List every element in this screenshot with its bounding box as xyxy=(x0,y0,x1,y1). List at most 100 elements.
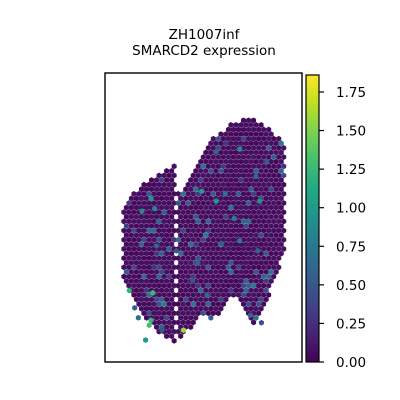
spot xyxy=(273,213,279,220)
spot xyxy=(208,287,214,294)
spot xyxy=(171,181,177,188)
spot xyxy=(258,269,264,275)
spot xyxy=(256,227,262,234)
spot xyxy=(235,154,241,161)
spot xyxy=(185,310,191,317)
spot xyxy=(276,163,282,170)
spot xyxy=(161,310,167,317)
spot xyxy=(195,163,201,170)
spot xyxy=(263,278,269,285)
spot xyxy=(159,177,165,183)
spot xyxy=(261,264,267,271)
spot xyxy=(123,269,129,275)
spot xyxy=(159,278,165,285)
spot-highlight xyxy=(257,198,263,205)
spot xyxy=(256,264,262,271)
spot xyxy=(178,223,184,229)
spot xyxy=(215,246,221,252)
spot xyxy=(200,200,206,206)
spot xyxy=(138,213,144,220)
spot xyxy=(241,163,247,170)
spot xyxy=(220,227,226,234)
spot xyxy=(266,209,272,216)
spot xyxy=(210,291,216,298)
spot xyxy=(215,154,221,161)
spot xyxy=(200,181,206,188)
spot xyxy=(218,158,224,165)
spot xyxy=(141,181,147,188)
spot xyxy=(141,218,147,225)
spot xyxy=(171,163,177,170)
spot-highlight xyxy=(152,205,158,212)
spot xyxy=(208,213,214,220)
spot xyxy=(200,273,206,280)
spot xyxy=(164,314,170,321)
spot xyxy=(258,213,264,220)
spot xyxy=(154,296,160,303)
spot xyxy=(243,195,249,202)
spot xyxy=(143,241,149,248)
spot xyxy=(258,296,264,303)
spot xyxy=(161,200,167,206)
spot xyxy=(164,287,170,294)
spot xyxy=(223,131,229,138)
spot xyxy=(166,181,172,188)
spot xyxy=(268,232,274,239)
spot xyxy=(230,190,236,197)
spot xyxy=(235,255,241,262)
spot xyxy=(171,264,177,271)
spot-highlight xyxy=(143,337,149,343)
spot xyxy=(131,218,137,225)
spot xyxy=(195,172,201,179)
spot xyxy=(256,291,262,298)
spot xyxy=(183,269,189,275)
spot xyxy=(138,241,144,248)
spot xyxy=(178,314,184,321)
spot-highlight xyxy=(132,304,138,311)
spot xyxy=(215,291,221,298)
spot xyxy=(263,177,269,183)
spot xyxy=(215,227,221,234)
spot xyxy=(235,218,241,225)
spot xyxy=(175,310,181,317)
spot xyxy=(230,227,236,234)
spot xyxy=(213,213,219,220)
spot xyxy=(141,291,147,298)
spot xyxy=(253,296,259,303)
spot xyxy=(261,190,267,197)
spot xyxy=(208,232,214,239)
spot xyxy=(228,195,234,202)
spot xyxy=(238,177,244,183)
spot xyxy=(273,158,279,165)
spot xyxy=(156,227,162,234)
spot xyxy=(241,209,247,216)
spot xyxy=(183,241,189,248)
spot xyxy=(268,177,274,183)
spot xyxy=(208,296,214,303)
spot xyxy=(200,172,206,179)
spot xyxy=(253,131,259,138)
spot xyxy=(151,200,157,206)
spot xyxy=(228,140,234,147)
spot xyxy=(195,209,201,216)
spot xyxy=(273,177,279,183)
spot xyxy=(273,204,279,211)
spot xyxy=(215,163,221,170)
spot xyxy=(198,204,204,211)
spot xyxy=(208,314,214,321)
spot xyxy=(263,296,269,303)
spot xyxy=(256,209,262,216)
spot xyxy=(253,287,259,294)
spot xyxy=(188,241,194,248)
spot xyxy=(136,218,142,225)
spot xyxy=(276,255,282,262)
spot xyxy=(138,269,144,275)
spot xyxy=(273,250,279,257)
spot xyxy=(188,296,194,303)
spot xyxy=(200,154,206,161)
spot xyxy=(171,227,177,234)
spot xyxy=(161,172,167,179)
spot xyxy=(128,232,134,239)
spot xyxy=(278,241,284,248)
spot xyxy=(166,246,172,252)
